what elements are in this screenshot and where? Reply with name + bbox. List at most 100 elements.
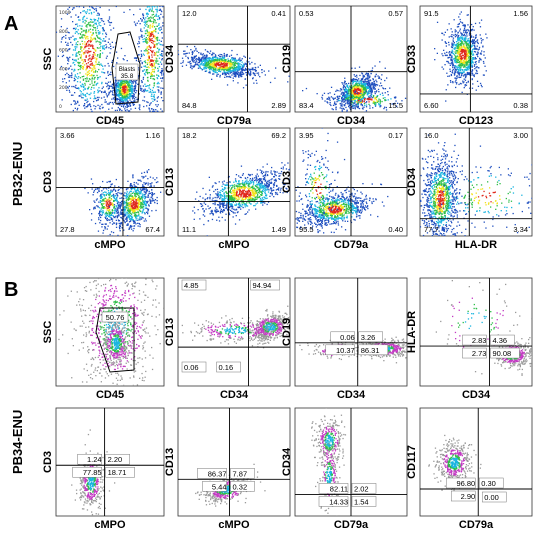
event-dot xyxy=(161,77,164,80)
event-dot xyxy=(224,67,227,69)
event-dot xyxy=(141,55,143,57)
event-dot xyxy=(206,56,208,58)
event-dot xyxy=(129,79,131,81)
event-dot xyxy=(151,59,153,61)
event-dot xyxy=(83,15,86,17)
event-dot xyxy=(375,83,378,86)
event-dot xyxy=(89,45,91,47)
event-dot xyxy=(189,60,191,63)
event-dot xyxy=(335,106,337,108)
event-dot xyxy=(150,66,153,68)
event-dot xyxy=(196,60,198,62)
event-dot xyxy=(85,106,87,108)
event-dot xyxy=(394,102,396,104)
event-dot xyxy=(241,69,243,71)
event-dot xyxy=(360,80,362,82)
event-dot xyxy=(476,80,479,82)
event-dot xyxy=(85,24,88,26)
event-dot xyxy=(460,11,462,13)
event-dot xyxy=(346,86,348,88)
event-dot xyxy=(213,65,215,67)
event-dot xyxy=(155,28,157,30)
event-dot xyxy=(316,93,318,95)
event-dot xyxy=(160,9,162,12)
event-dot xyxy=(124,84,126,86)
event-dot xyxy=(207,60,209,62)
event-dot xyxy=(457,61,459,63)
event-dot xyxy=(359,92,361,95)
event-dot xyxy=(81,83,84,85)
event-dot xyxy=(471,66,473,68)
event-dot xyxy=(156,8,158,10)
event-dot xyxy=(234,59,236,62)
event-dot xyxy=(211,63,213,65)
event-dot xyxy=(67,74,70,76)
event-dot xyxy=(242,63,244,65)
event-dot xyxy=(71,8,74,11)
quadrant-value-ul: 0.53 xyxy=(299,9,314,18)
event-dot xyxy=(138,76,140,78)
event-dot xyxy=(227,67,229,69)
event-dot xyxy=(78,62,80,65)
event-dot xyxy=(471,59,473,61)
event-dot xyxy=(351,95,353,97)
event-dot xyxy=(215,68,217,70)
event-dot xyxy=(237,82,239,84)
event-dot xyxy=(461,54,464,57)
event-dot xyxy=(158,57,161,59)
event-dot xyxy=(232,77,234,79)
event-dot xyxy=(152,25,154,27)
event-dot xyxy=(355,83,357,85)
event-dot xyxy=(384,99,387,101)
event-dot xyxy=(118,95,120,97)
event-dot xyxy=(470,62,473,65)
event-dot xyxy=(481,40,483,42)
event-dot xyxy=(188,52,190,54)
event-dot xyxy=(100,38,102,41)
event-dot xyxy=(89,78,91,81)
event-dot xyxy=(157,18,159,21)
event-dot xyxy=(381,74,383,76)
event-dot xyxy=(147,66,150,68)
event-dot xyxy=(204,56,206,59)
event-dot xyxy=(115,42,117,44)
event-dot xyxy=(466,69,468,71)
event-dot xyxy=(151,8,153,10)
event-dot xyxy=(158,17,161,19)
event-dot xyxy=(214,71,217,74)
event-dot xyxy=(153,21,155,23)
event-dot xyxy=(150,16,152,18)
event-dot xyxy=(122,97,124,100)
event-dot xyxy=(354,99,356,102)
event-dot xyxy=(72,109,74,112)
event-dot xyxy=(189,63,191,65)
event-dot xyxy=(485,33,487,35)
event-dot xyxy=(349,105,351,107)
event-dot xyxy=(235,72,237,74)
event-dot xyxy=(111,59,114,62)
event-dot xyxy=(77,64,80,67)
event-dot xyxy=(444,52,446,54)
event-dot xyxy=(142,85,145,87)
event-dot xyxy=(363,84,365,86)
event-dot xyxy=(87,41,89,43)
event-dot xyxy=(475,69,478,71)
event-dot xyxy=(154,37,156,39)
event-dot xyxy=(157,51,160,53)
event-dot xyxy=(153,98,155,100)
event-dot xyxy=(80,84,82,87)
event-dot xyxy=(69,48,71,50)
event-dot xyxy=(251,68,254,70)
event-dot xyxy=(67,76,70,78)
event-dot xyxy=(229,67,231,69)
event-dot xyxy=(108,47,110,49)
event-dot xyxy=(161,54,163,56)
event-dot xyxy=(145,8,147,11)
event-dot xyxy=(461,60,463,62)
event-dot xyxy=(163,51,164,54)
event-dot xyxy=(214,66,216,68)
event-dot xyxy=(372,96,375,98)
event-dot xyxy=(354,91,356,93)
event-dot xyxy=(209,72,211,74)
event-dot xyxy=(323,92,326,94)
